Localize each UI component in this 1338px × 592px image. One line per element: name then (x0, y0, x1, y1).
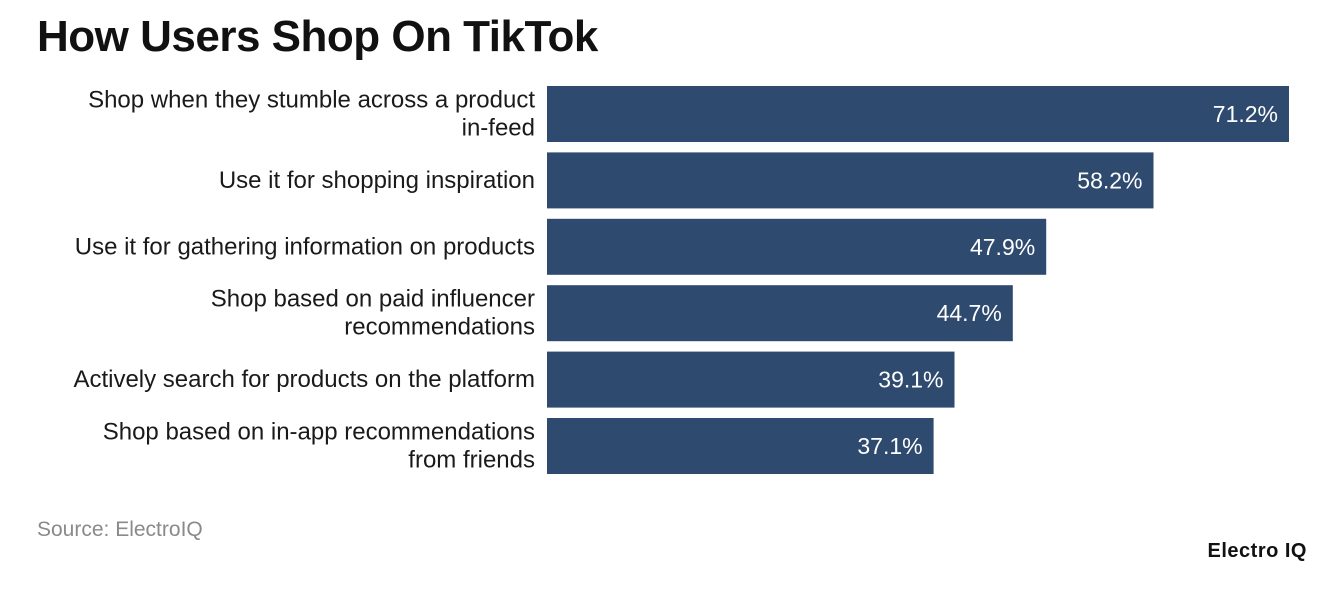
category-label-5: Actively search for products on the plat… (73, 366, 535, 393)
bar-3 (547, 218, 1047, 275)
value-label-1: 71.2% (1213, 101, 1278, 127)
bar-6 (547, 418, 934, 474)
category-label-1: Shop when they stumble across a producti… (88, 87, 535, 142)
value-label-3: 47.9% (970, 234, 1035, 260)
bar-5 (547, 351, 955, 408)
category-label-3: Use it for gathering information on prod… (75, 233, 535, 260)
chart-title: How Users Shop On TikTok (37, 12, 598, 61)
source-note: Source: ElectroIQ (37, 518, 203, 541)
category-label-line: Shop based on in-app recommendations (103, 419, 535, 446)
bar-chart: 71.2% Shop when they stumble across a pro… (73, 86, 1289, 474)
value-label-6: 37.1% (857, 433, 922, 459)
category-label-line: Use it for gathering information on prod… (75, 233, 535, 260)
category-label-line: in-feed (462, 115, 535, 142)
category-label-line: Use it for shopping inspiration (219, 167, 535, 194)
category-label-4: Shop based on paid influencerrecommendat… (211, 286, 535, 341)
bar-4 (547, 285, 1013, 342)
category-label-line: from friends (408, 447, 535, 474)
category-label-6: Shop based on in-app recommendationsfrom… (103, 419, 535, 474)
bar-1 (547, 86, 1289, 142)
value-label-5: 39.1% (878, 367, 943, 393)
bar-2 (547, 152, 1154, 209)
category-label-line: recommendations (344, 314, 535, 341)
value-label-2: 58.2% (1077, 167, 1142, 193)
category-label-line: Shop when they stumble across a product (88, 87, 535, 114)
category-label-line: Actively search for products on the plat… (73, 366, 535, 393)
category-label-2: Use it for shopping inspiration (219, 167, 535, 194)
brand-logo: Electro IQ (1207, 540, 1307, 562)
value-label-4: 44.7% (937, 300, 1002, 326)
category-label-line: Shop based on paid influencer (211, 286, 535, 313)
